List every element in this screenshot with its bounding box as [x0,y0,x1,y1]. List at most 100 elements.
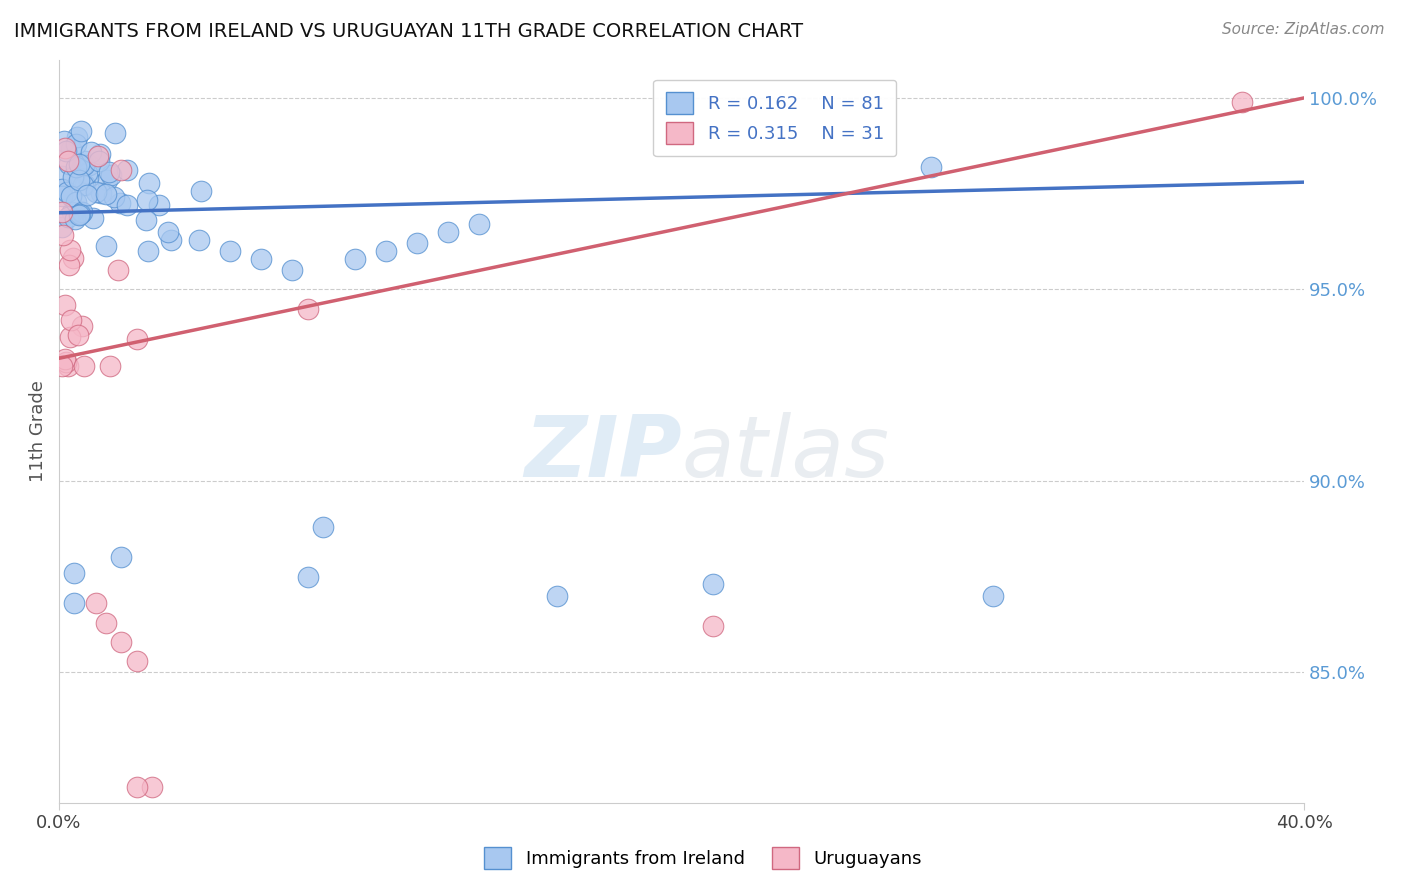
Point [96,173,118,187]
Point [66,328,89,343]
Point [53,351,76,366]
Point [67,208,90,222]
Point [281,263,304,277]
Point [53,134,76,148]
Point [72,159,94,173]
Point [55,145,77,159]
Point [125,654,148,668]
Point [77,158,100,172]
Point [437,225,460,239]
Point [374,244,396,258]
Point [65,136,87,151]
Point [69,207,91,221]
Point [82,211,104,225]
Point [148,198,170,212]
Point [70,206,93,220]
Point [702,577,724,591]
Point [110,634,132,648]
Point [73,153,96,168]
Point [981,589,1004,603]
Point [297,569,319,583]
Text: ZIP: ZIP [524,412,682,495]
Point [250,252,273,266]
Point [51,182,73,196]
Point [103,190,125,204]
Legend: R = 0.162    N = 81, R = 0.315    N = 31: R = 0.162 N = 81, R = 0.315 N = 31 [654,79,897,156]
Point [51,189,73,203]
Point [117,198,139,212]
Point [94,615,117,630]
Point [135,213,157,227]
Point [51,204,73,219]
Point [60,313,83,327]
Point [53,141,76,155]
Point [59,142,82,156]
Point [87,148,110,162]
Point [188,233,211,247]
Legend: Immigrants from Ireland, Uruguayans: Immigrants from Ireland, Uruguayans [475,838,931,879]
Point [58,258,80,272]
Point [98,165,121,179]
Point [58,157,80,171]
Point [62,251,84,265]
Point [62,169,84,184]
Point [87,153,110,168]
Point [107,263,129,277]
Point [702,619,724,633]
Point [70,204,93,219]
Point [343,252,366,266]
Text: atlas: atlas [682,412,890,495]
Point [73,359,96,373]
Point [190,185,212,199]
Point [405,236,427,251]
Point [65,160,87,174]
Point [66,130,89,145]
Point [55,355,77,369]
Point [67,156,90,170]
Text: IMMIGRANTS FROM IRELAND VS URUGUAYAN 11TH GRADE CORRELATION CHART: IMMIGRANTS FROM IRELAND VS URUGUAYAN 11T… [14,22,803,41]
Point [59,244,82,258]
Point [53,298,76,312]
Point [160,233,183,247]
Point [51,219,73,234]
Y-axis label: 11th Grade: 11th Grade [30,380,46,482]
Point [58,153,80,168]
Point [141,780,163,795]
Point [468,217,491,231]
Point [73,158,96,172]
Text: Source: ZipAtlas.com: Source: ZipAtlas.com [1222,22,1385,37]
Point [86,185,108,199]
Point [89,147,111,161]
Point [125,332,148,346]
Point [219,244,242,258]
Point [51,227,73,242]
Point [73,178,96,192]
Point [156,225,179,239]
Point [65,194,87,209]
Point [90,186,112,200]
Point [63,566,86,580]
Point [67,173,90,187]
Point [1230,95,1253,109]
Point [98,359,121,373]
Point [76,187,98,202]
Point [76,171,98,186]
Point [312,520,335,534]
Point [104,126,127,140]
Point [59,188,82,202]
Point [108,195,131,210]
Point [84,597,107,611]
Point [56,185,79,199]
Point [59,330,82,344]
Point [56,210,79,224]
Point [63,597,86,611]
Point [110,550,132,565]
Point [96,239,118,253]
Point [51,359,73,373]
Point [70,124,93,138]
Point [79,145,101,160]
Point [63,212,86,227]
Point [920,160,942,174]
Point [136,193,159,207]
Point [72,178,94,193]
